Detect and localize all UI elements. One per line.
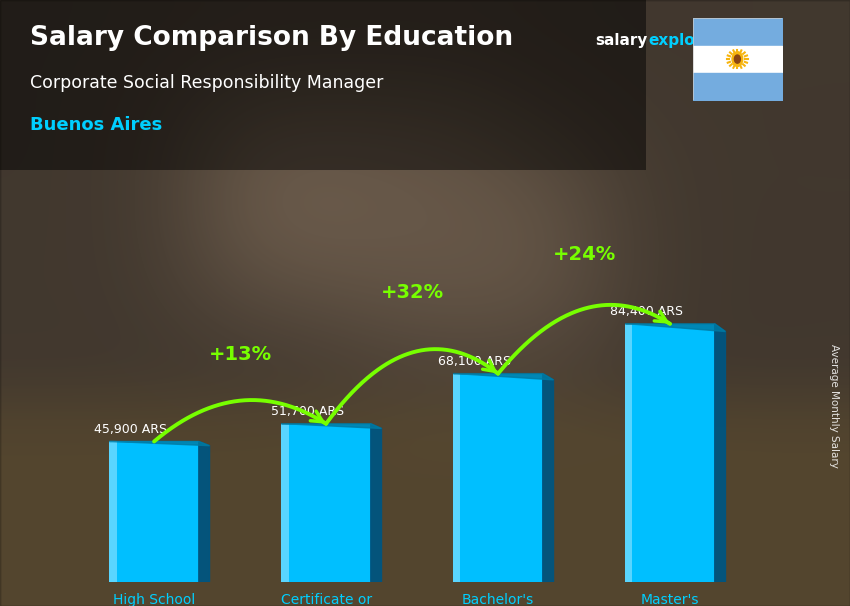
Text: +24%: +24%	[552, 245, 615, 264]
Polygon shape	[110, 442, 210, 445]
Text: Salary Comparison By Education: Salary Comparison By Education	[30, 25, 513, 52]
Polygon shape	[199, 442, 210, 582]
Bar	[626, 324, 632, 582]
Text: Corporate Social Responsibility Manager: Corporate Social Responsibility Manager	[30, 74, 383, 92]
Text: salary: salary	[595, 33, 648, 48]
Text: 68,100 ARS: 68,100 ARS	[438, 355, 511, 368]
Circle shape	[734, 55, 740, 63]
Text: 51,700 ARS: 51,700 ARS	[271, 405, 344, 418]
Text: 45,900 ARS: 45,900 ARS	[94, 423, 167, 436]
Text: +13%: +13%	[208, 345, 272, 364]
Polygon shape	[626, 324, 725, 331]
FancyBboxPatch shape	[626, 324, 715, 582]
Polygon shape	[543, 374, 553, 582]
Polygon shape	[281, 424, 382, 428]
FancyBboxPatch shape	[110, 442, 199, 582]
Bar	[453, 374, 461, 582]
Text: +32%: +32%	[381, 283, 444, 302]
Polygon shape	[371, 424, 382, 582]
Bar	[281, 424, 288, 582]
Text: explorer.com: explorer.com	[649, 33, 759, 48]
Text: Average Monthly Salary: Average Monthly Salary	[829, 344, 839, 468]
Text: 84,400 ARS: 84,400 ARS	[609, 305, 683, 318]
Circle shape	[732, 52, 743, 67]
FancyBboxPatch shape	[281, 424, 371, 582]
Polygon shape	[453, 374, 553, 380]
Text: Buenos Aires: Buenos Aires	[30, 116, 162, 135]
Bar	[110, 442, 116, 582]
FancyBboxPatch shape	[453, 374, 543, 582]
Polygon shape	[715, 324, 725, 582]
